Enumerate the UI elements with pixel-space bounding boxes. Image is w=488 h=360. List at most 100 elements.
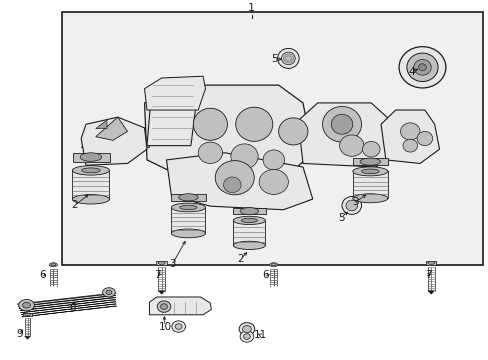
Ellipse shape <box>158 261 164 265</box>
Bar <box>425 261 435 265</box>
Ellipse shape <box>175 324 182 329</box>
Text: 7: 7 <box>154 270 161 280</box>
Ellipse shape <box>271 264 276 266</box>
Ellipse shape <box>178 194 198 201</box>
Ellipse shape <box>106 290 112 294</box>
Ellipse shape <box>81 168 100 173</box>
Ellipse shape <box>352 167 387 176</box>
Text: 7: 7 <box>425 270 431 280</box>
Ellipse shape <box>215 161 254 195</box>
Polygon shape <box>380 110 439 163</box>
Ellipse shape <box>72 166 109 175</box>
Polygon shape <box>171 194 206 201</box>
Ellipse shape <box>359 158 380 165</box>
Ellipse shape <box>239 323 254 336</box>
Text: 11: 11 <box>253 330 266 340</box>
Ellipse shape <box>341 197 361 214</box>
Ellipse shape <box>322 107 361 142</box>
Ellipse shape <box>406 53 437 82</box>
Ellipse shape <box>233 216 265 225</box>
Ellipse shape <box>413 59 430 75</box>
Polygon shape <box>20 300 116 310</box>
Text: 3: 3 <box>169 259 175 269</box>
Polygon shape <box>22 306 116 317</box>
Polygon shape <box>18 296 116 306</box>
Ellipse shape <box>259 170 288 194</box>
Polygon shape <box>233 208 265 214</box>
Polygon shape <box>17 293 116 304</box>
Ellipse shape <box>171 229 205 238</box>
Ellipse shape <box>171 203 205 212</box>
Ellipse shape <box>223 177 241 193</box>
Ellipse shape <box>160 304 167 310</box>
Text: 6: 6 <box>262 270 268 280</box>
Text: 2: 2 <box>71 201 78 211</box>
Ellipse shape <box>427 261 434 265</box>
Ellipse shape <box>72 194 109 204</box>
Ellipse shape <box>400 123 419 140</box>
Text: 9: 9 <box>16 329 22 339</box>
Text: 10: 10 <box>158 321 171 332</box>
Ellipse shape <box>269 263 277 267</box>
Ellipse shape <box>233 241 265 249</box>
Polygon shape <box>81 142 149 148</box>
Text: 4: 4 <box>407 67 414 77</box>
Ellipse shape <box>277 49 299 68</box>
Text: 1: 1 <box>248 3 255 13</box>
Ellipse shape <box>193 108 227 140</box>
Polygon shape <box>149 297 211 315</box>
Bar <box>233 220 265 246</box>
Polygon shape <box>298 103 395 167</box>
Ellipse shape <box>362 141 379 157</box>
Ellipse shape <box>240 208 258 215</box>
Ellipse shape <box>339 135 363 156</box>
Text: 5: 5 <box>337 212 344 222</box>
Bar <box>23 313 32 316</box>
Ellipse shape <box>263 150 284 170</box>
Polygon shape <box>19 298 116 308</box>
Ellipse shape <box>51 264 56 266</box>
Polygon shape <box>144 76 205 110</box>
Bar <box>352 171 387 198</box>
Ellipse shape <box>235 107 272 141</box>
Ellipse shape <box>278 118 307 145</box>
Polygon shape <box>21 304 116 315</box>
Ellipse shape <box>402 139 417 152</box>
Ellipse shape <box>352 194 387 203</box>
Ellipse shape <box>22 302 30 308</box>
Text: 8: 8 <box>69 303 76 313</box>
Ellipse shape <box>242 325 251 333</box>
Bar <box>171 207 205 233</box>
Text: 3: 3 <box>352 197 358 207</box>
Polygon shape <box>24 336 30 339</box>
Polygon shape <box>158 291 164 294</box>
Bar <box>72 170 109 199</box>
Ellipse shape <box>24 313 30 316</box>
Ellipse shape <box>243 334 250 339</box>
Ellipse shape <box>180 205 197 210</box>
Text: 5: 5 <box>271 54 278 64</box>
Polygon shape <box>352 158 387 165</box>
Ellipse shape <box>19 300 34 311</box>
Polygon shape <box>96 120 107 129</box>
Ellipse shape <box>241 218 257 222</box>
Text: 6: 6 <box>39 270 45 280</box>
Ellipse shape <box>102 288 115 297</box>
Ellipse shape <box>240 331 253 342</box>
Ellipse shape <box>345 200 357 211</box>
Ellipse shape <box>157 301 170 312</box>
Bar <box>156 261 166 265</box>
Polygon shape <box>81 117 147 165</box>
Polygon shape <box>427 291 434 294</box>
Ellipse shape <box>398 47 445 88</box>
Ellipse shape <box>361 169 378 174</box>
Polygon shape <box>96 117 127 140</box>
Polygon shape <box>147 78 198 146</box>
Bar <box>61 12 483 265</box>
Polygon shape <box>73 153 110 162</box>
Ellipse shape <box>330 114 352 134</box>
Ellipse shape <box>418 64 426 71</box>
Text: 2: 2 <box>237 254 244 264</box>
Ellipse shape <box>198 142 222 163</box>
Ellipse shape <box>80 153 102 161</box>
